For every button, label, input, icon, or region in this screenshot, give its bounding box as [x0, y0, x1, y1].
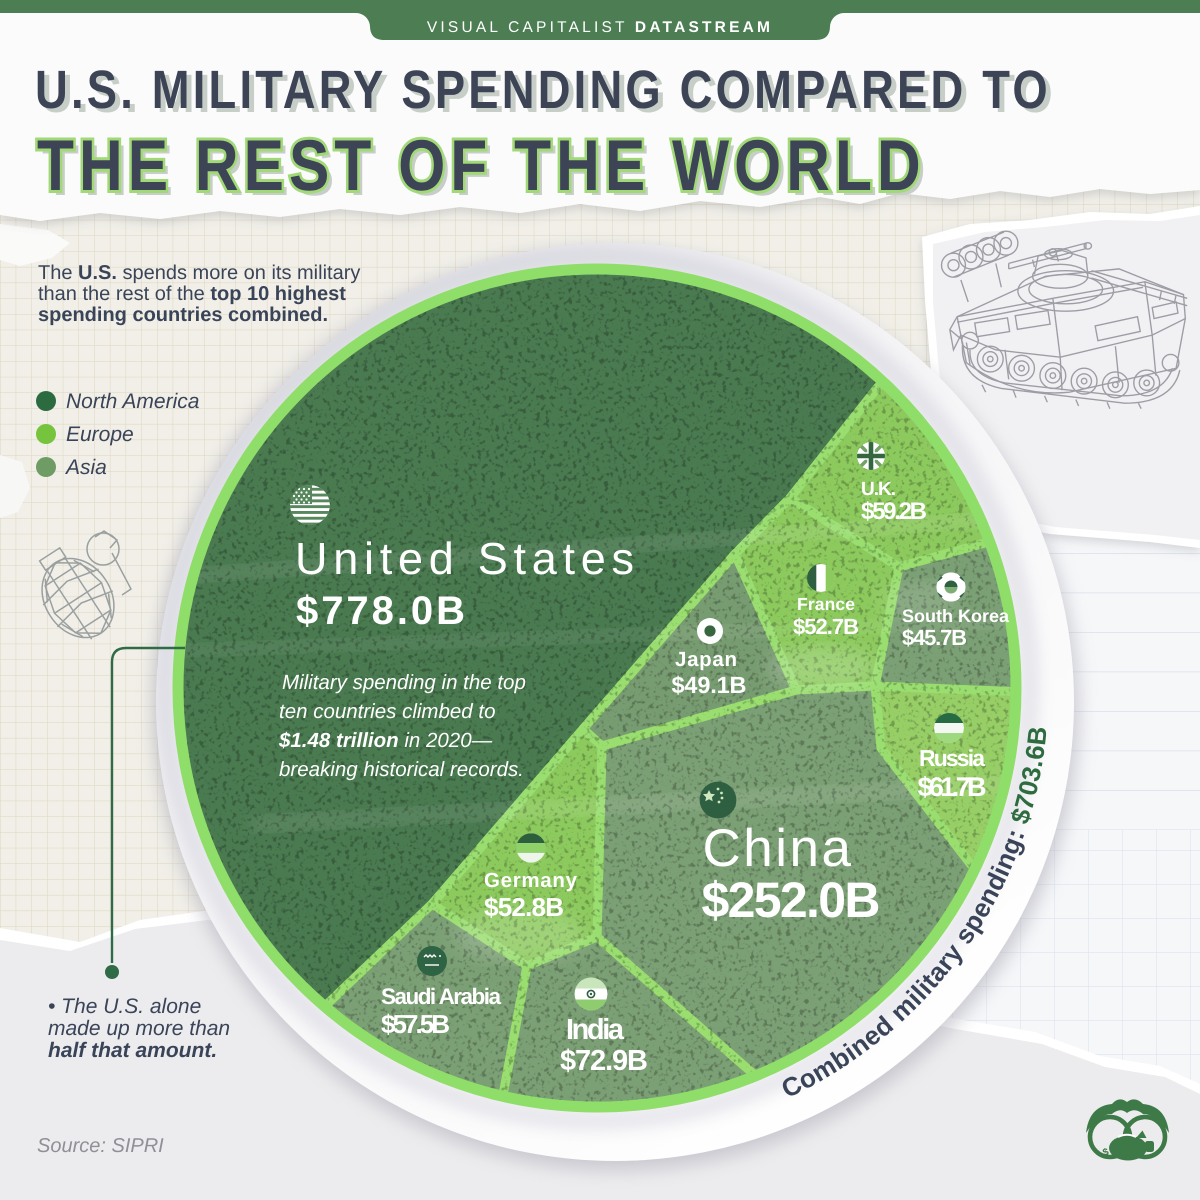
svg-text:North America: North America: [66, 390, 199, 413]
svg-text:$45.7B: $45.7B: [902, 625, 967, 650]
svg-text:India: India: [566, 1014, 625, 1046]
svg-text:$57.5B: $57.5B: [381, 1009, 450, 1039]
svg-text:Russia: Russia: [919, 745, 985, 771]
svg-text:THE REST OF THE WORLD: THE REST OF THE WORLD: [37, 126, 926, 206]
svg-text:Source: SIPRI: Source: SIPRI: [37, 1135, 164, 1157]
svg-text:South Korea: South Korea: [902, 606, 1010, 626]
svg-text:Saudi Arabia: Saudi Arabia: [381, 984, 501, 1009]
svg-text:$61.7B: $61.7B: [918, 772, 987, 802]
svg-text:$72.9B: $72.9B: [560, 1045, 648, 1077]
svg-text:United States: United States: [295, 533, 634, 584]
svg-text:The U.S. spends more on its mi: The U.S. spends more on its military: [38, 262, 360, 284]
svg-text:• The U.S. alone: • The U.S. alone: [48, 995, 201, 1018]
svg-text:spending countries combined.: spending countries combined.: [38, 304, 328, 326]
svg-text:$252.0B: $252.0B: [702, 872, 881, 928]
svg-text:THE REST OF THE WORLD: THE REST OF THE WORLD: [42, 131, 931, 211]
svg-text:$59.2B: $59.2B: [861, 498, 927, 525]
svg-text:breaking historical records.: breaking historical records.: [279, 758, 524, 781]
svg-text:France: France: [797, 594, 855, 614]
svg-text:$52.7B: $52.7B: [793, 614, 859, 639]
svg-text:China: China: [703, 819, 854, 878]
svg-text:ten countries climbed to: ten countries climbed to: [279, 700, 496, 723]
svg-text:$49.1B: $49.1B: [672, 672, 747, 698]
svg-text:half that amount.: half that amount.: [48, 1039, 217, 1062]
svg-text:$1.48 trillion in 2020—: $1.48 trillion in 2020—: [278, 729, 493, 752]
svg-text:Asia: Asia: [64, 456, 107, 479]
svg-text:made up more than: made up more than: [48, 1017, 230, 1040]
svg-text:U.S. MILITARY SPENDING COMPARE: U.S. MILITARY SPENDING COMPARED TO: [40, 64, 1056, 124]
svg-text:Germany: Germany: [484, 869, 578, 892]
svg-text:Japan: Japan: [675, 648, 737, 671]
svg-text:U.S. MILITARY SPENDING COMPARE: U.S. MILITARY SPENDING COMPARED TO: [35, 60, 1051, 120]
svg-text:VISUAL CAPITALIST DATASTREAM: VISUAL CAPITALIST DATASTREAM: [427, 19, 773, 36]
svg-text:U.K.: U.K.: [861, 479, 896, 500]
svg-text:than the rest of the top 10 hi: than the rest of the top 10 highest: [38, 283, 346, 305]
svg-text:$: $: [1102, 1147, 1111, 1159]
svg-text:$52.8B: $52.8B: [484, 892, 564, 922]
svg-text:Military spending in the top: Military spending in the top: [282, 671, 526, 694]
svg-text:$778.0B: $778.0B: [296, 589, 465, 633]
svg-text:Europe: Europe: [66, 423, 134, 446]
